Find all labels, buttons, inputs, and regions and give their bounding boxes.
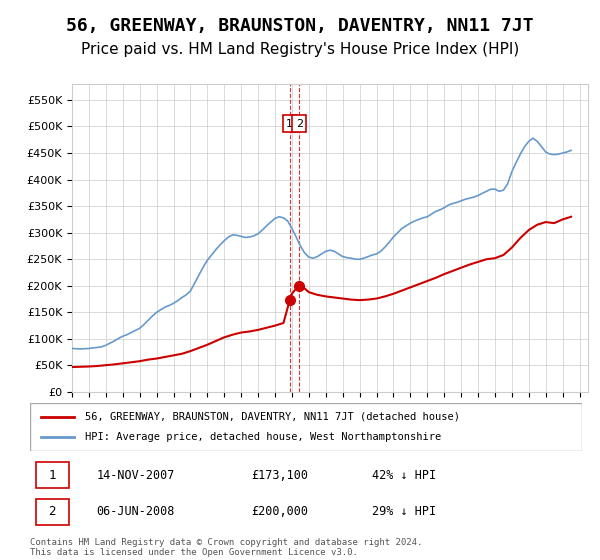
FancyBboxPatch shape xyxy=(30,403,582,451)
Text: £200,000: £200,000 xyxy=(251,505,308,518)
Text: Contains HM Land Registry data © Crown copyright and database right 2024.
This d: Contains HM Land Registry data © Crown c… xyxy=(30,538,422,557)
Text: Price paid vs. HM Land Registry's House Price Index (HPI): Price paid vs. HM Land Registry's House … xyxy=(81,42,519,57)
Text: 1: 1 xyxy=(49,469,56,482)
Text: 29% ↓ HPI: 29% ↓ HPI xyxy=(372,505,436,518)
Text: 42% ↓ HPI: 42% ↓ HPI xyxy=(372,469,436,482)
Text: 06-JUN-2008: 06-JUN-2008 xyxy=(96,505,175,518)
Text: 1: 1 xyxy=(286,119,293,129)
Text: 56, GREENWAY, BRAUNSTON, DAVENTRY, NN11 7JT (detached house): 56, GREENWAY, BRAUNSTON, DAVENTRY, NN11 … xyxy=(85,412,460,422)
Text: £173,100: £173,100 xyxy=(251,469,308,482)
Text: HPI: Average price, detached house, West Northamptonshire: HPI: Average price, detached house, West… xyxy=(85,432,442,442)
Text: 2: 2 xyxy=(296,119,303,129)
Text: 14-NOV-2007: 14-NOV-2007 xyxy=(96,469,175,482)
FancyBboxPatch shape xyxy=(35,498,68,525)
FancyBboxPatch shape xyxy=(35,462,68,488)
Text: 56, GREENWAY, BRAUNSTON, DAVENTRY, NN11 7JT: 56, GREENWAY, BRAUNSTON, DAVENTRY, NN11 … xyxy=(66,17,534,35)
Text: 2: 2 xyxy=(49,505,56,518)
